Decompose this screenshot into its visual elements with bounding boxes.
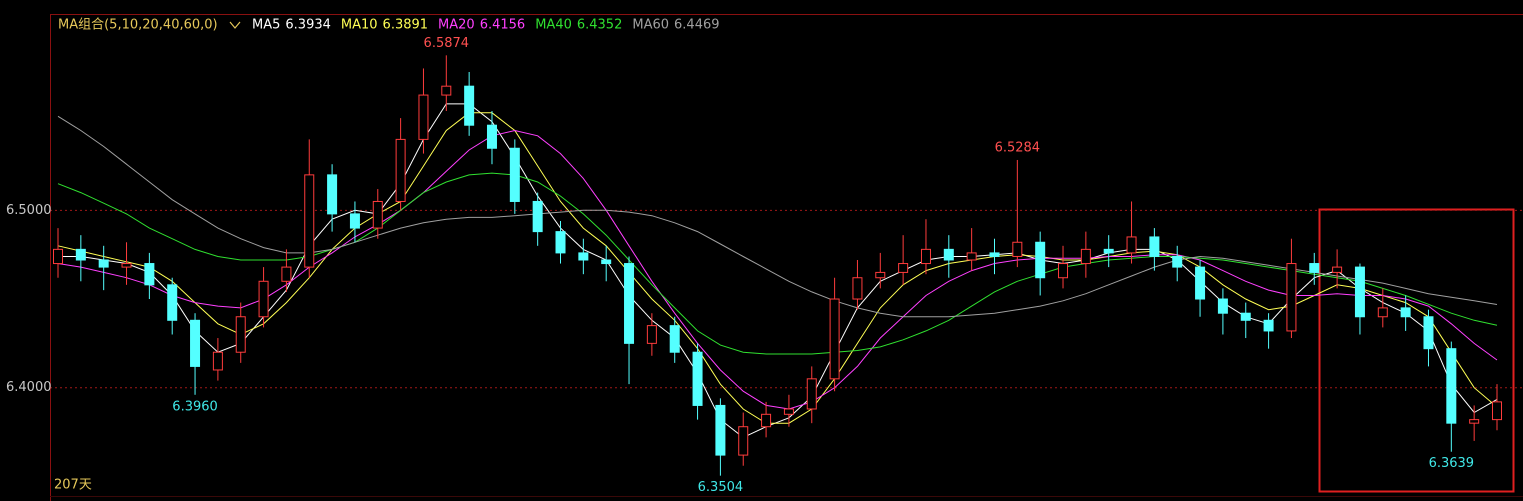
candle-body: [1195, 266, 1206, 300]
candle-body: [1446, 348, 1457, 424]
candle-body: [1286, 263, 1297, 332]
low-annotation: 6.3504: [698, 480, 744, 495]
candle-body: [829, 298, 840, 380]
candle-body: [1469, 419, 1480, 424]
candle-body: [1172, 255, 1183, 268]
legend-name: MA60: [632, 18, 669, 33]
candle-body: [98, 259, 109, 268]
candle-body: [1217, 298, 1228, 314]
candle-body: [624, 263, 635, 344]
candle-body: [920, 248, 931, 265]
ma-line: [57, 115, 1498, 318]
legend-name: MA20: [438, 18, 475, 33]
candle-body: [281, 266, 292, 282]
candle-body: [1423, 316, 1434, 350]
legend-value: 6.3891: [383, 18, 429, 33]
candle-body: [190, 319, 201, 367]
candle-body: [53, 248, 63, 265]
candle-body: [1263, 319, 1274, 332]
legend-name: MA10: [341, 18, 378, 33]
candle-body: [418, 94, 429, 140]
candle-body: [852, 277, 863, 300]
ma-lines: [57, 103, 1498, 438]
legend-value: 6.3934: [285, 18, 331, 33]
candle-body: [75, 248, 86, 261]
candle-body: [1103, 248, 1114, 254]
legend: MA5 6.3934 MA10 6.3891 MA20 6.4156 MA40 6.4352 M…: [252, 18, 720, 33]
candle-body: [761, 413, 772, 428]
candle-body: [395, 138, 406, 202]
candle-body: [121, 263, 132, 268]
high-annotation: 6.5874: [424, 36, 470, 51]
candle-body: [1149, 236, 1160, 257]
candle-body: [875, 271, 886, 279]
candle-body: [167, 284, 178, 321]
candle-body: [715, 404, 726, 456]
candle-body: [304, 174, 315, 268]
period-label: 207天: [54, 478, 92, 493]
candle-body: [349, 213, 360, 229]
low-annotation: 6.3960: [172, 399, 218, 414]
candles: [53, 55, 1502, 476]
low-annotation: 6.3639: [1429, 456, 1475, 471]
legend-value: 6.4469: [674, 18, 720, 33]
ma-line: [57, 129, 1498, 410]
candle-body: [1035, 241, 1046, 279]
indicator-title: MA组合(5,10,20,40,60,0): [58, 18, 218, 33]
high-annotation: 6.5284: [995, 140, 1041, 155]
candle-body: [144, 263, 155, 286]
candle-body: [738, 426, 749, 456]
candle-body: [235, 316, 246, 353]
candle-body: [1012, 241, 1023, 257]
candle-body: [943, 248, 954, 261]
candle-body: [509, 147, 520, 202]
candle-body: [532, 200, 543, 233]
y-tick-label: 6.4000: [6, 380, 52, 395]
legend-name: MA5: [252, 18, 280, 33]
candle-body: [1492, 401, 1502, 421]
candle-body: [1080, 248, 1091, 265]
candle-body: [1354, 266, 1365, 318]
y-tick-label: 6.5000: [6, 203, 52, 218]
candle-body: [1332, 266, 1343, 273]
candle-body: [1126, 236, 1137, 254]
dropdown-chevron[interactable]: [229, 21, 241, 29]
candle-body: [966, 252, 977, 261]
legend-name: MA40: [535, 18, 572, 33]
candle-body: [372, 200, 383, 229]
candle-body: [646, 325, 657, 344]
candle-body: [578, 252, 589, 261]
candle-body: [1058, 263, 1069, 279]
candle-body: [806, 378, 817, 410]
candle-body: [555, 231, 566, 254]
ma-line: [58, 103, 1498, 438]
candle-body: [441, 85, 452, 96]
candle-body: [601, 259, 612, 265]
candle-body: [212, 351, 223, 371]
candle-body: [692, 351, 703, 406]
candle-body: [1400, 307, 1411, 318]
legend-value: 6.4156: [480, 18, 526, 33]
candle-body: [327, 174, 338, 215]
candle-body: [1377, 307, 1388, 318]
candle-body: [1309, 263, 1320, 273]
highlight-box: [1318, 208, 1515, 493]
candle-body: [486, 124, 497, 149]
candle-body: [258, 280, 269, 318]
ma-line: [57, 112, 1498, 424]
candle-body: [783, 408, 794, 415]
candle-body: [1240, 312, 1251, 321]
candle-body: [989, 252, 1000, 257]
candle-body: [669, 325, 680, 353]
ma-line: [57, 172, 1498, 355]
candle-body: [464, 85, 475, 126]
legend-value: 6.4352: [577, 18, 623, 33]
candle-body: [898, 263, 909, 273]
